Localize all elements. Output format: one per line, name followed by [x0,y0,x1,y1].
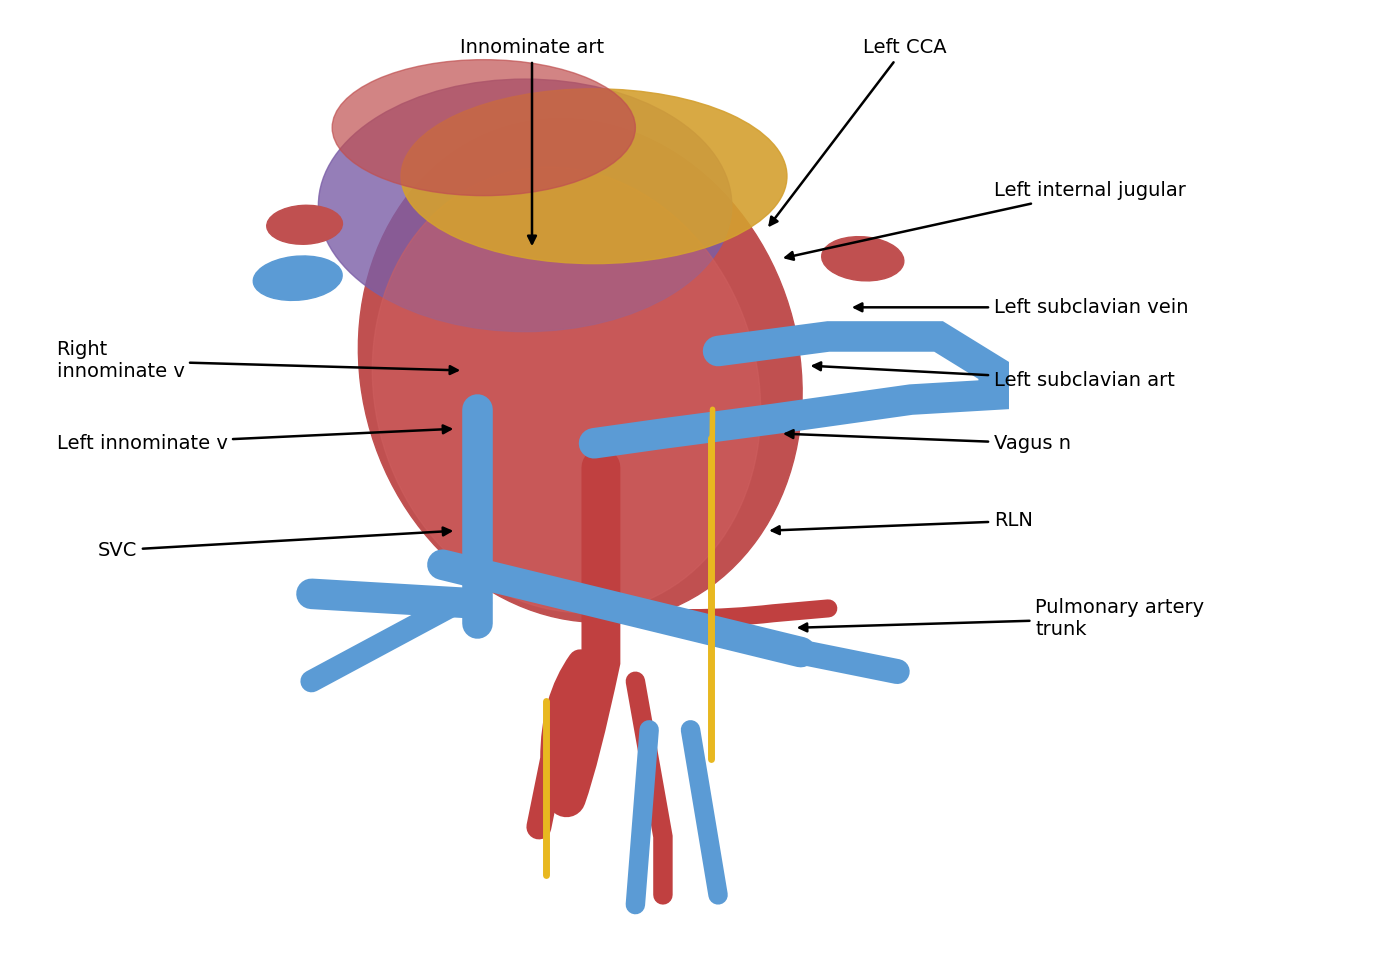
Text: Left subclavian vein: Left subclavian vein [855,298,1188,317]
Text: SVC: SVC [98,528,450,560]
Text: Vagus n: Vagus n [786,431,1070,453]
Text: Left internal jugular: Left internal jugular [786,181,1185,260]
Text: Left innominate v: Left innominate v [57,426,450,453]
Ellipse shape [319,79,732,331]
Text: Left subclavian art: Left subclavian art [813,362,1175,390]
Ellipse shape [253,256,342,300]
Text: Left CCA: Left CCA [769,38,946,225]
Ellipse shape [400,89,787,264]
Text: Right
innominate v: Right innominate v [57,340,457,381]
Text: Pulmonary artery
trunk: Pulmonary artery trunk [800,598,1204,639]
Ellipse shape [822,237,903,281]
Ellipse shape [358,119,802,622]
Text: Innominate art: Innominate art [460,38,603,243]
Ellipse shape [373,167,761,613]
Text: RLN: RLN [772,511,1033,534]
Ellipse shape [267,206,342,244]
Ellipse shape [333,59,635,196]
